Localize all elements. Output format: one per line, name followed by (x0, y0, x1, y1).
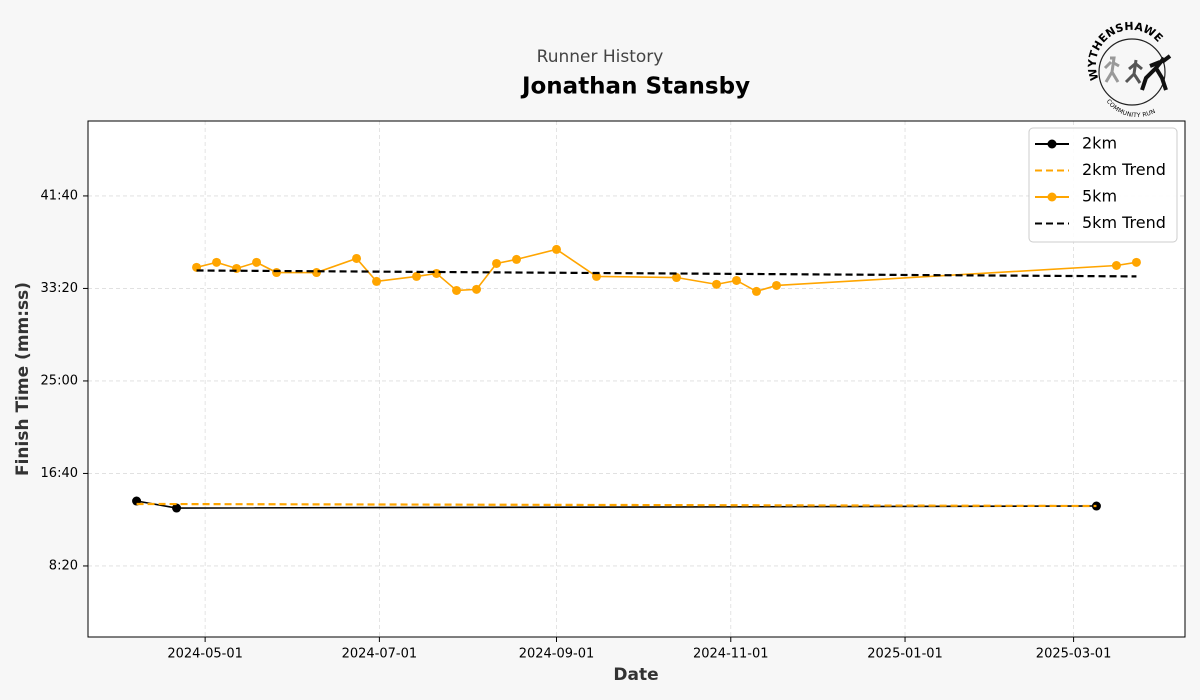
legend-marker (1047, 139, 1057, 149)
series-line (136, 502, 1097, 508)
logo-runner (1124, 59, 1143, 84)
x-tick-label: 2024-05-01 (167, 647, 243, 662)
data-point (272, 268, 282, 278)
data-point (552, 244, 562, 254)
x-tick-label: 2024-11-01 (693, 647, 769, 662)
data-point (252, 257, 262, 267)
x-tick-label: 2024-07-01 (342, 647, 418, 662)
legend-label: 2km (1082, 134, 1117, 153)
series-line (196, 269, 1137, 278)
logo-runner (1103, 56, 1120, 83)
legend-label: 5km Trend (1082, 213, 1166, 232)
data-point (512, 254, 522, 264)
y-tick-label: 33:20 (41, 281, 78, 296)
data-point (1131, 257, 1141, 267)
y-tick-label: 41:40 (41, 188, 78, 203)
data-point (172, 503, 182, 513)
y-axis-label: Finish Time (mm:ss) (13, 282, 33, 476)
x-axis-label: Date (613, 665, 658, 685)
x-tick-label: 2025-03-01 (1036, 647, 1112, 662)
data-point (731, 275, 741, 285)
legend-marker (1047, 192, 1057, 202)
data-point (352, 253, 362, 263)
data-point (751, 286, 761, 296)
plot-area (88, 121, 1185, 637)
data-point (412, 271, 422, 281)
data-point (1091, 501, 1101, 511)
logo-runner (1140, 54, 1172, 91)
data-point (711, 279, 721, 289)
data-point (372, 276, 382, 286)
legend-label: 5km (1082, 187, 1117, 206)
data-point (1111, 260, 1121, 270)
x-tick-label: 2025-01-01 (867, 647, 943, 662)
legend: 2km 2km Trend 5km 5km Trend (1028, 127, 1178, 243)
legend-box (1028, 127, 1178, 243)
data-point (472, 284, 482, 294)
x-tick-label: 2024-09-01 (519, 647, 595, 662)
y-tick-label: 25:00 (41, 373, 78, 388)
data-point (452, 285, 462, 295)
data-point (592, 271, 602, 281)
plot-border (87, 120, 1186, 638)
data-point (671, 273, 681, 283)
data-point (492, 258, 502, 268)
y-tick-label: 8:20 (49, 558, 78, 573)
chart-subtitle: Runner History (537, 47, 664, 67)
data-point (771, 280, 781, 290)
legend-label: 2km Trend (1082, 160, 1166, 179)
data-point (312, 268, 322, 278)
y-tick-label: 16:40 (41, 466, 78, 481)
logo-ring (1098, 38, 1166, 106)
data-point (432, 268, 442, 278)
chart-title: Jonathan Stansby (520, 74, 750, 100)
data-point (212, 257, 222, 267)
